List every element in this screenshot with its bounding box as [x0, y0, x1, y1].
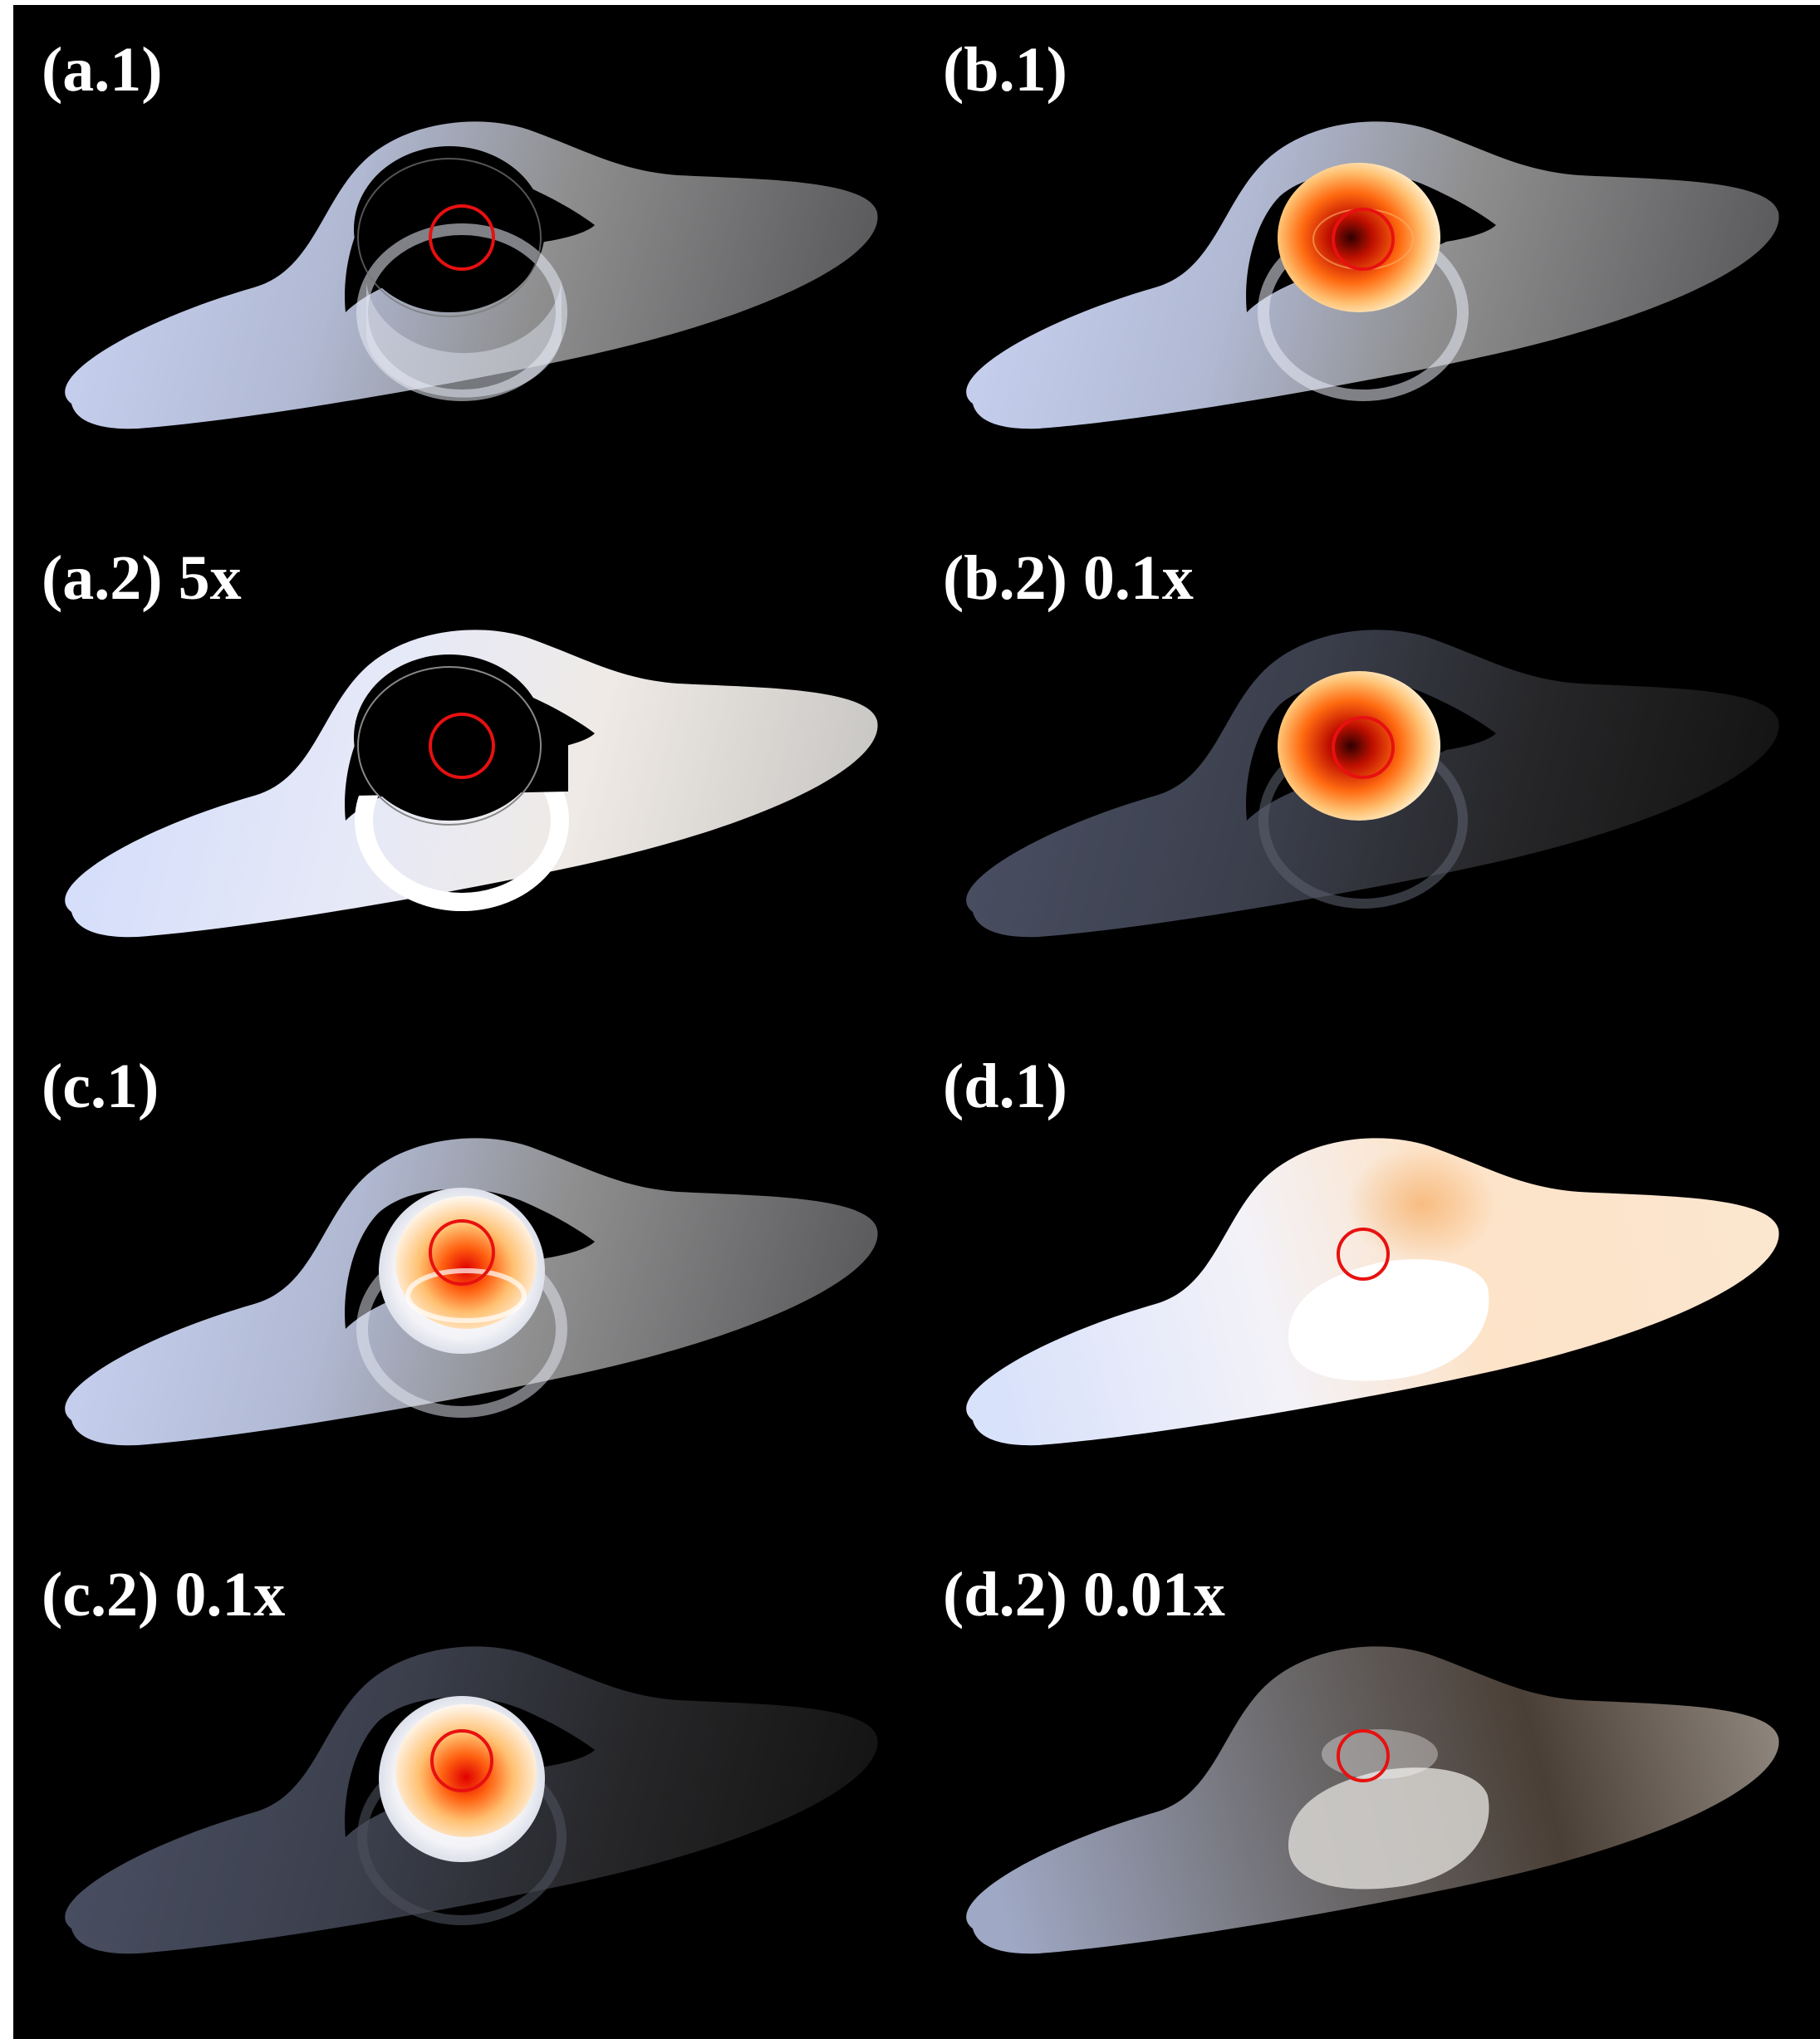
inner-ring [357, 158, 542, 317]
panel-c1: (c.1) [13, 1022, 919, 1530]
hot-core [1278, 163, 1440, 312]
disk-image-b1 [966, 121, 1779, 429]
lensed-ring [366, 279, 562, 398]
bright-lobe [1288, 1259, 1489, 1381]
disk-image-b2 [966, 630, 1779, 938]
disk-image-c1 [65, 1138, 878, 1446]
panel-b1: (b.1) [915, 5, 1820, 513]
red-circle-marker [429, 713, 495, 779]
hot-core [395, 1704, 537, 1837]
red-circle-marker [429, 204, 495, 271]
glow-band [1322, 1729, 1438, 1779]
figure-frame: (a.1) (b.1) [13, 5, 1820, 2039]
bright-lobe [1288, 1767, 1489, 1890]
photon-ring [356, 223, 567, 401]
red-circle-marker [1332, 716, 1395, 779]
disk-image-a2 [65, 630, 878, 938]
panel-b2: (b.2) 0.1x [915, 513, 1820, 1022]
panel-c2: (c.2) 0.1x [13, 1530, 919, 2038]
ring-mask [356, 721, 568, 796]
panel-d1: (d.1) [915, 1022, 1820, 1530]
panel-a2: (a.2) 5x [13, 513, 919, 1022]
panel-label: (a.1) [42, 35, 163, 105]
disk-image-d1 [966, 1138, 1779, 1446]
panel-label: (c.1) [42, 1051, 159, 1121]
panel-label: (d.2) 0.01x [943, 1560, 1225, 1630]
warm-glow [1347, 1146, 1496, 1262]
panel-a1: (a.1) [13, 5, 919, 513]
panel-d2: (d.2) 0.01x [915, 1530, 1820, 2038]
panel-label: (b.2) 0.1x [943, 543, 1194, 613]
hot-core [1278, 671, 1440, 821]
inner-ring [357, 666, 542, 826]
red-circle-marker [430, 1729, 493, 1792]
panel-label: (c.2) 0.1x [42, 1560, 286, 1630]
red-circle-marker [1332, 208, 1395, 271]
red-circle-marker [1337, 1228, 1390, 1281]
core-arc [405, 1268, 527, 1323]
panel-label: (b.1) [943, 35, 1067, 105]
panel-label: (a.2) 5x [42, 543, 242, 613]
red-circle-marker [429, 1219, 495, 1286]
red-circle-marker [1337, 1729, 1390, 1782]
disk-image-a1 [65, 121, 878, 429]
disk-image-d2 [966, 1646, 1779, 1954]
disk-image-c2 [65, 1646, 878, 1954]
panel-label: (d.1) [943, 1051, 1067, 1121]
hot-core [395, 1196, 537, 1329]
